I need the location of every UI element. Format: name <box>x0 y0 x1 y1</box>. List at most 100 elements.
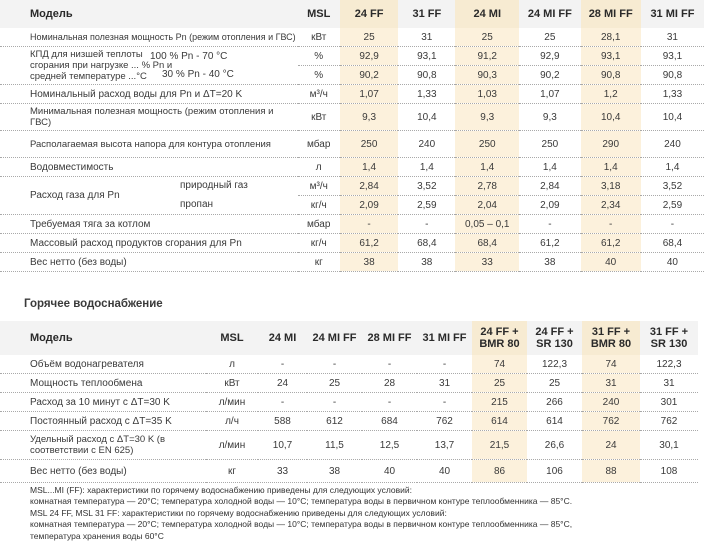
cell-value: 2,84 <box>519 176 581 196</box>
cell-value: - <box>417 392 472 412</box>
row-sublabel: 100 % Pn - 70 °C <box>150 51 228 62</box>
cell-value: 1,2 <box>580 84 641 104</box>
row-unit: л/мин <box>206 392 258 412</box>
cell-value: 90,2 <box>519 65 581 85</box>
row-label: Постоянный расход с ΔT=35 K <box>0 411 206 431</box>
row-label: Номинальный расход воды для Pn и ΔT=20 K <box>0 84 298 104</box>
cell-value: 122,3 <box>640 355 698 374</box>
cell-value: 1,4 <box>398 157 456 177</box>
cell-value: 38 <box>339 252 399 272</box>
cell-value: 31 <box>398 28 456 47</box>
cell-value: 30,1 <box>640 430 698 460</box>
row-label-group: Расход газа для Pn природный газ пропан <box>0 176 298 215</box>
header-msl: MSL <box>297 0 340 28</box>
cell-value: - <box>417 355 472 374</box>
cell-value: - <box>258 392 307 412</box>
row-sublabel: природный газ <box>180 180 248 191</box>
cell-value: 1,4 <box>339 157 399 177</box>
cell-value: 2,59 <box>640 195 704 215</box>
cell-value: 40 <box>362 459 417 483</box>
row-unit: л/ч <box>206 411 258 431</box>
cell-value: - <box>362 392 417 412</box>
row-unit: м³/ч <box>297 176 340 196</box>
cell-value: 38 <box>307 459 362 483</box>
cell-value: 92,9 <box>519 46 581 66</box>
row-unit: кВт <box>206 373 258 393</box>
cell-value: 240 <box>582 392 640 412</box>
cell-value: 10,4 <box>580 103 641 131</box>
cell-value: 25 <box>455 28 520 47</box>
row-label: Водовместимость <box>0 157 298 177</box>
table-row: % 90,2 90,8 90,3 90,2 90,8 90,8 <box>0 65 704 85</box>
cell-value: 86 <box>472 459 527 483</box>
row-label: Располагаемая высота напора для контура … <box>0 130 298 158</box>
cell-value: 1,33 <box>398 84 456 104</box>
cell-value: 25 <box>472 373 527 393</box>
row-sublabel: пропан <box>180 199 214 210</box>
table-row: Вес нетто (без воды) кг 38 38 33 38 40 4… <box>0 252 704 272</box>
table-row: Вес нетто (без воды) кг 33 38 40 40 86 1… <box>0 459 698 483</box>
cell-value: 25 <box>307 373 362 393</box>
cell-value: - <box>640 214 704 234</box>
footnote-line: MSL 24 FF, MSL 31 FF: характеристики по … <box>30 507 447 518</box>
cell-value: 28 <box>362 373 417 393</box>
cell-value: 0,05 – 0,1 <box>455 214 520 234</box>
cell-value: 2,09 <box>519 195 581 215</box>
cell-value: 40 <box>417 459 472 483</box>
cell-value: - <box>362 355 417 374</box>
cell-value: 31 <box>417 373 472 393</box>
cell-value: 3,52 <box>640 176 704 196</box>
cell-value: 250 <box>519 130 581 158</box>
header-col: 31 MI FF <box>417 321 472 355</box>
table-row: Водовместимость л 1,4 1,4 1,4 1,4 1,4 1,… <box>0 157 704 177</box>
row-unit: % <box>297 46 340 66</box>
header-model: Модель <box>0 0 298 28</box>
cell-value: - <box>339 214 399 234</box>
cell-value: 40 <box>640 252 704 272</box>
row-label: Массовый расход продуктов сгорания для P… <box>0 233 298 253</box>
row-unit: л <box>206 355 258 374</box>
header-col: 24 MI <box>258 321 307 355</box>
cell-value: 1,4 <box>455 157 520 177</box>
cell-value: 3,52 <box>398 176 456 196</box>
cell-value: 1,33 <box>640 84 704 104</box>
table-row: Постоянный расход с ΔT=35 K л/ч 588 612 … <box>0 411 698 431</box>
cell-value: 93,1 <box>398 46 456 66</box>
footnotes: MSL...MI (FF): характеристики по горячем… <box>30 485 700 542</box>
row-label: Расход за 10 минут с ΔT=30 K <box>0 392 206 412</box>
row-unit: кВт <box>297 28 340 47</box>
row-unit: кг/ч <box>297 195 340 215</box>
table-header-row: Модель MSL 24 FF 31 FF 24 MI 24 MI FF 28… <box>0 0 704 28</box>
cell-value: 3,18 <box>580 176 641 196</box>
header-col: 24 MI <box>455 0 520 28</box>
cell-value: 684 <box>362 411 417 431</box>
cell-value: 2,84 <box>339 176 399 196</box>
header-col: 31 MI FF <box>640 0 704 28</box>
header-col: 28 MI FF <box>580 0 641 28</box>
cell-value: 108 <box>640 459 698 483</box>
cell-value: 12,5 <box>362 430 417 460</box>
cell-value: 11,5 <box>307 430 362 460</box>
cell-value: 612 <box>307 411 362 431</box>
footnote-line: температура хранения воды 60°С <box>30 530 164 541</box>
cell-value: - <box>398 214 456 234</box>
row-unit: кг <box>206 459 258 483</box>
cell-value: 762 <box>417 411 472 431</box>
cell-value: 9,3 <box>455 103 520 131</box>
row-unit: мбар <box>297 214 340 234</box>
cell-value: 762 <box>640 411 698 431</box>
cell-value: 106 <box>527 459 582 483</box>
header-col: 28 MI FF <box>362 321 417 355</box>
cell-value: 266 <box>527 392 582 412</box>
row-unit: л/мин <box>206 430 258 460</box>
header-col: 24 FF <box>339 0 399 28</box>
cell-value: 90,8 <box>580 65 641 85</box>
table-row: Требуемая тяга за котлом мбар - - 0,05 –… <box>0 214 704 234</box>
cell-value: 92,9 <box>339 46 399 66</box>
row-unit: м³/ч <box>297 84 340 104</box>
cell-value: 68,4 <box>398 233 456 253</box>
cell-value: 21,5 <box>472 430 527 460</box>
cell-value: 762 <box>582 411 640 431</box>
row-label: Номинальная полезная мощность Pn (режим … <box>0 28 298 47</box>
row-unit: кВт <box>297 103 340 131</box>
